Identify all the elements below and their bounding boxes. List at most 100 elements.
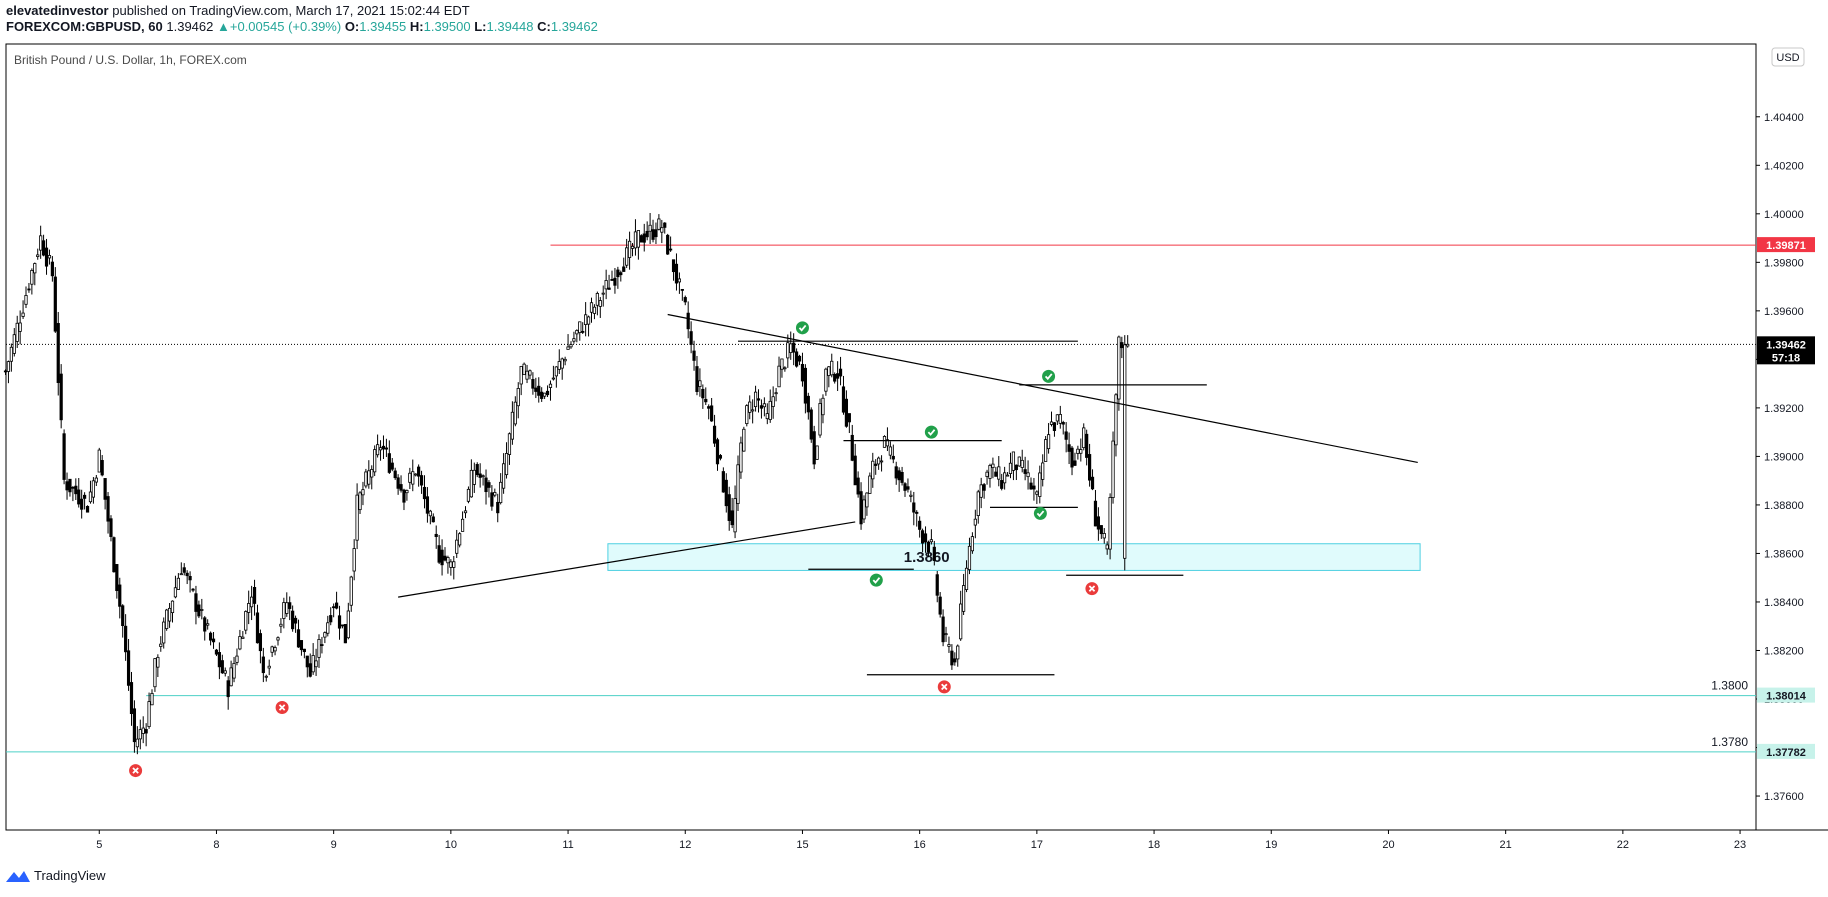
candle-body	[657, 218, 661, 230]
support-level-label: 1.3780	[1711, 735, 1748, 749]
candle-body	[712, 425, 717, 444]
candle-body	[967, 545, 972, 570]
candle-body	[173, 587, 178, 598]
candle-body	[1020, 459, 1024, 468]
check-mark	[798, 324, 807, 332]
plot-area[interactable]: 1.3860 1.3800 1.3780	[3, 212, 1756, 778]
candle-body	[912, 502, 916, 513]
trendline[interactable]	[398, 521, 856, 598]
candle-body	[522, 363, 526, 376]
candle-body	[291, 610, 295, 630]
candle-body	[308, 663, 312, 677]
currency-badge-label: USD	[1776, 52, 1799, 64]
candle-body	[1102, 533, 1106, 539]
candle-body	[525, 370, 529, 380]
candle-body	[888, 446, 892, 456]
candle-body	[270, 646, 274, 653]
candle-body	[170, 600, 175, 614]
candle-body	[947, 644, 951, 647]
candle-body	[768, 400, 772, 420]
candle-body	[94, 477, 98, 483]
publish-line: elevatedinvestor published on TradingVie…	[6, 3, 598, 19]
candle-body	[252, 586, 257, 604]
candle-body	[765, 413, 769, 420]
candle-body	[818, 403, 822, 436]
candle-body	[1061, 422, 1065, 425]
high-value: 1.39500	[423, 19, 471, 34]
candle-body	[622, 266, 626, 272]
candle-body	[1085, 433, 1089, 458]
candle-body	[742, 428, 746, 452]
candle-body	[317, 639, 321, 658]
candle-body	[721, 471, 725, 493]
marker-circle	[1042, 369, 1056, 383]
author-name[interactable]: elevatedinvestor	[6, 3, 109, 18]
candle-body	[753, 391, 758, 408]
candle-body	[519, 365, 523, 385]
y-tick-label: 1.40400	[1764, 112, 1804, 124]
currency-badge[interactable]: USD	[1771, 47, 1805, 67]
candle-body	[598, 300, 602, 307]
candle-body	[41, 240, 46, 256]
candle-body	[235, 655, 239, 663]
candle-body	[118, 584, 122, 607]
candle-body	[381, 445, 386, 450]
candle-body	[915, 511, 919, 514]
support-zone[interactable]	[607, 543, 1421, 571]
candle-body	[633, 231, 638, 249]
x-tick-label: 19	[1265, 839, 1277, 851]
high-label: H:	[409, 19, 424, 34]
candle-body	[504, 453, 509, 476]
candle-body	[156, 656, 160, 668]
candle-body	[1126, 343, 1130, 347]
candle-body	[443, 555, 447, 561]
candle-body	[853, 455, 857, 486]
candle-body	[627, 240, 632, 258]
candle-body	[244, 611, 248, 631]
trendline[interactable]	[667, 313, 1418, 464]
candle-body	[121, 605, 125, 627]
candle-body	[833, 374, 837, 382]
candle-body	[100, 460, 104, 476]
time-axis[interactable]: 5 8 9 10 11 12 15 16 17 18 19 20 21 22 23	[96, 830, 1746, 851]
x-tick-label: 22	[1617, 839, 1629, 851]
candle-body	[1023, 469, 1027, 474]
footer: TradingView	[6, 868, 106, 883]
candle-body	[557, 361, 561, 370]
footer-brand[interactable]: TradingView	[34, 868, 106, 883]
candle-body	[393, 470, 397, 479]
candle-body	[1044, 439, 1048, 462]
candle-body	[683, 297, 687, 303]
symbol-label: FOREXCOM:GBPUSD, 60	[6, 19, 163, 34]
y-tick-label: 1.38200	[1764, 645, 1804, 657]
candle-body	[619, 272, 623, 276]
support-badge: 1.38014	[1766, 691, 1807, 703]
candle-body	[1117, 336, 1121, 400]
candle-body	[299, 640, 304, 651]
candle-body	[745, 405, 749, 425]
candle-body	[815, 445, 819, 460]
chart-border	[5, 43, 1757, 831]
candle-body	[1052, 422, 1057, 431]
candle-body	[135, 738, 139, 748]
x-tick-label: 15	[796, 839, 808, 851]
candle-body	[701, 388, 705, 399]
candle-body	[900, 471, 904, 483]
y-tick-label: 1.38600	[1764, 548, 1804, 560]
x-tick-label: 12	[679, 839, 691, 851]
y-tick-label: 1.37600	[1764, 791, 1804, 803]
candle-body	[50, 261, 54, 277]
publish-info: published on TradingView.com, March 17, …	[112, 3, 470, 18]
candle-body	[651, 229, 655, 240]
candle-body	[109, 518, 113, 537]
check-circle-icon	[1033, 506, 1047, 520]
candle-body	[847, 413, 851, 423]
candle-body	[126, 650, 131, 686]
candle-body	[311, 655, 315, 673]
candle-body	[610, 279, 614, 281]
x-tick-label: 5	[96, 839, 102, 851]
candle-body	[323, 632, 327, 638]
x-tick-label: 10	[445, 839, 457, 851]
low-value: 1.39448	[486, 19, 534, 34]
